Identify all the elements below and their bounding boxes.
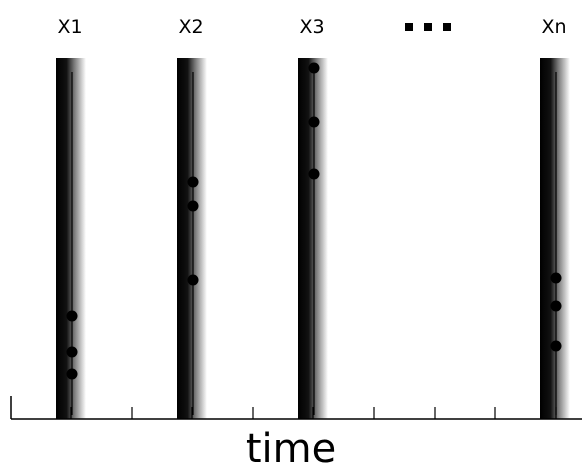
event-dot bbox=[550, 300, 562, 312]
event-dot bbox=[550, 340, 562, 352]
column-x1: X1 bbox=[56, 16, 86, 419]
column-x2: X2 bbox=[177, 16, 207, 419]
column-band bbox=[540, 58, 570, 419]
ellipsis-marker bbox=[405, 23, 451, 31]
column-band bbox=[177, 58, 207, 419]
event-dot bbox=[66, 368, 78, 380]
column-band bbox=[56, 58, 86, 419]
column-xn: Xn bbox=[540, 16, 570, 419]
columns-layer: X1 X2 X3 Xn bbox=[56, 16, 570, 419]
event-dot bbox=[550, 272, 562, 284]
column-label: X2 bbox=[178, 16, 203, 38]
time-axis bbox=[10, 396, 582, 420]
event-dot bbox=[308, 116, 320, 128]
column-label: X1 bbox=[57, 16, 82, 38]
event-dot bbox=[308, 62, 320, 74]
column-band bbox=[298, 58, 328, 419]
event-dot bbox=[308, 168, 320, 180]
event-dot bbox=[187, 200, 199, 212]
time-axis-title: time bbox=[246, 426, 336, 465]
column-x3: X3 bbox=[298, 16, 328, 419]
event-dot bbox=[66, 346, 78, 358]
time-axis-ticks bbox=[70, 407, 557, 419]
event-dot bbox=[187, 176, 199, 188]
event-dot bbox=[187, 274, 199, 286]
column-label: X3 bbox=[299, 16, 324, 38]
column-label: Xn bbox=[541, 16, 566, 38]
event-dot bbox=[66, 310, 78, 322]
